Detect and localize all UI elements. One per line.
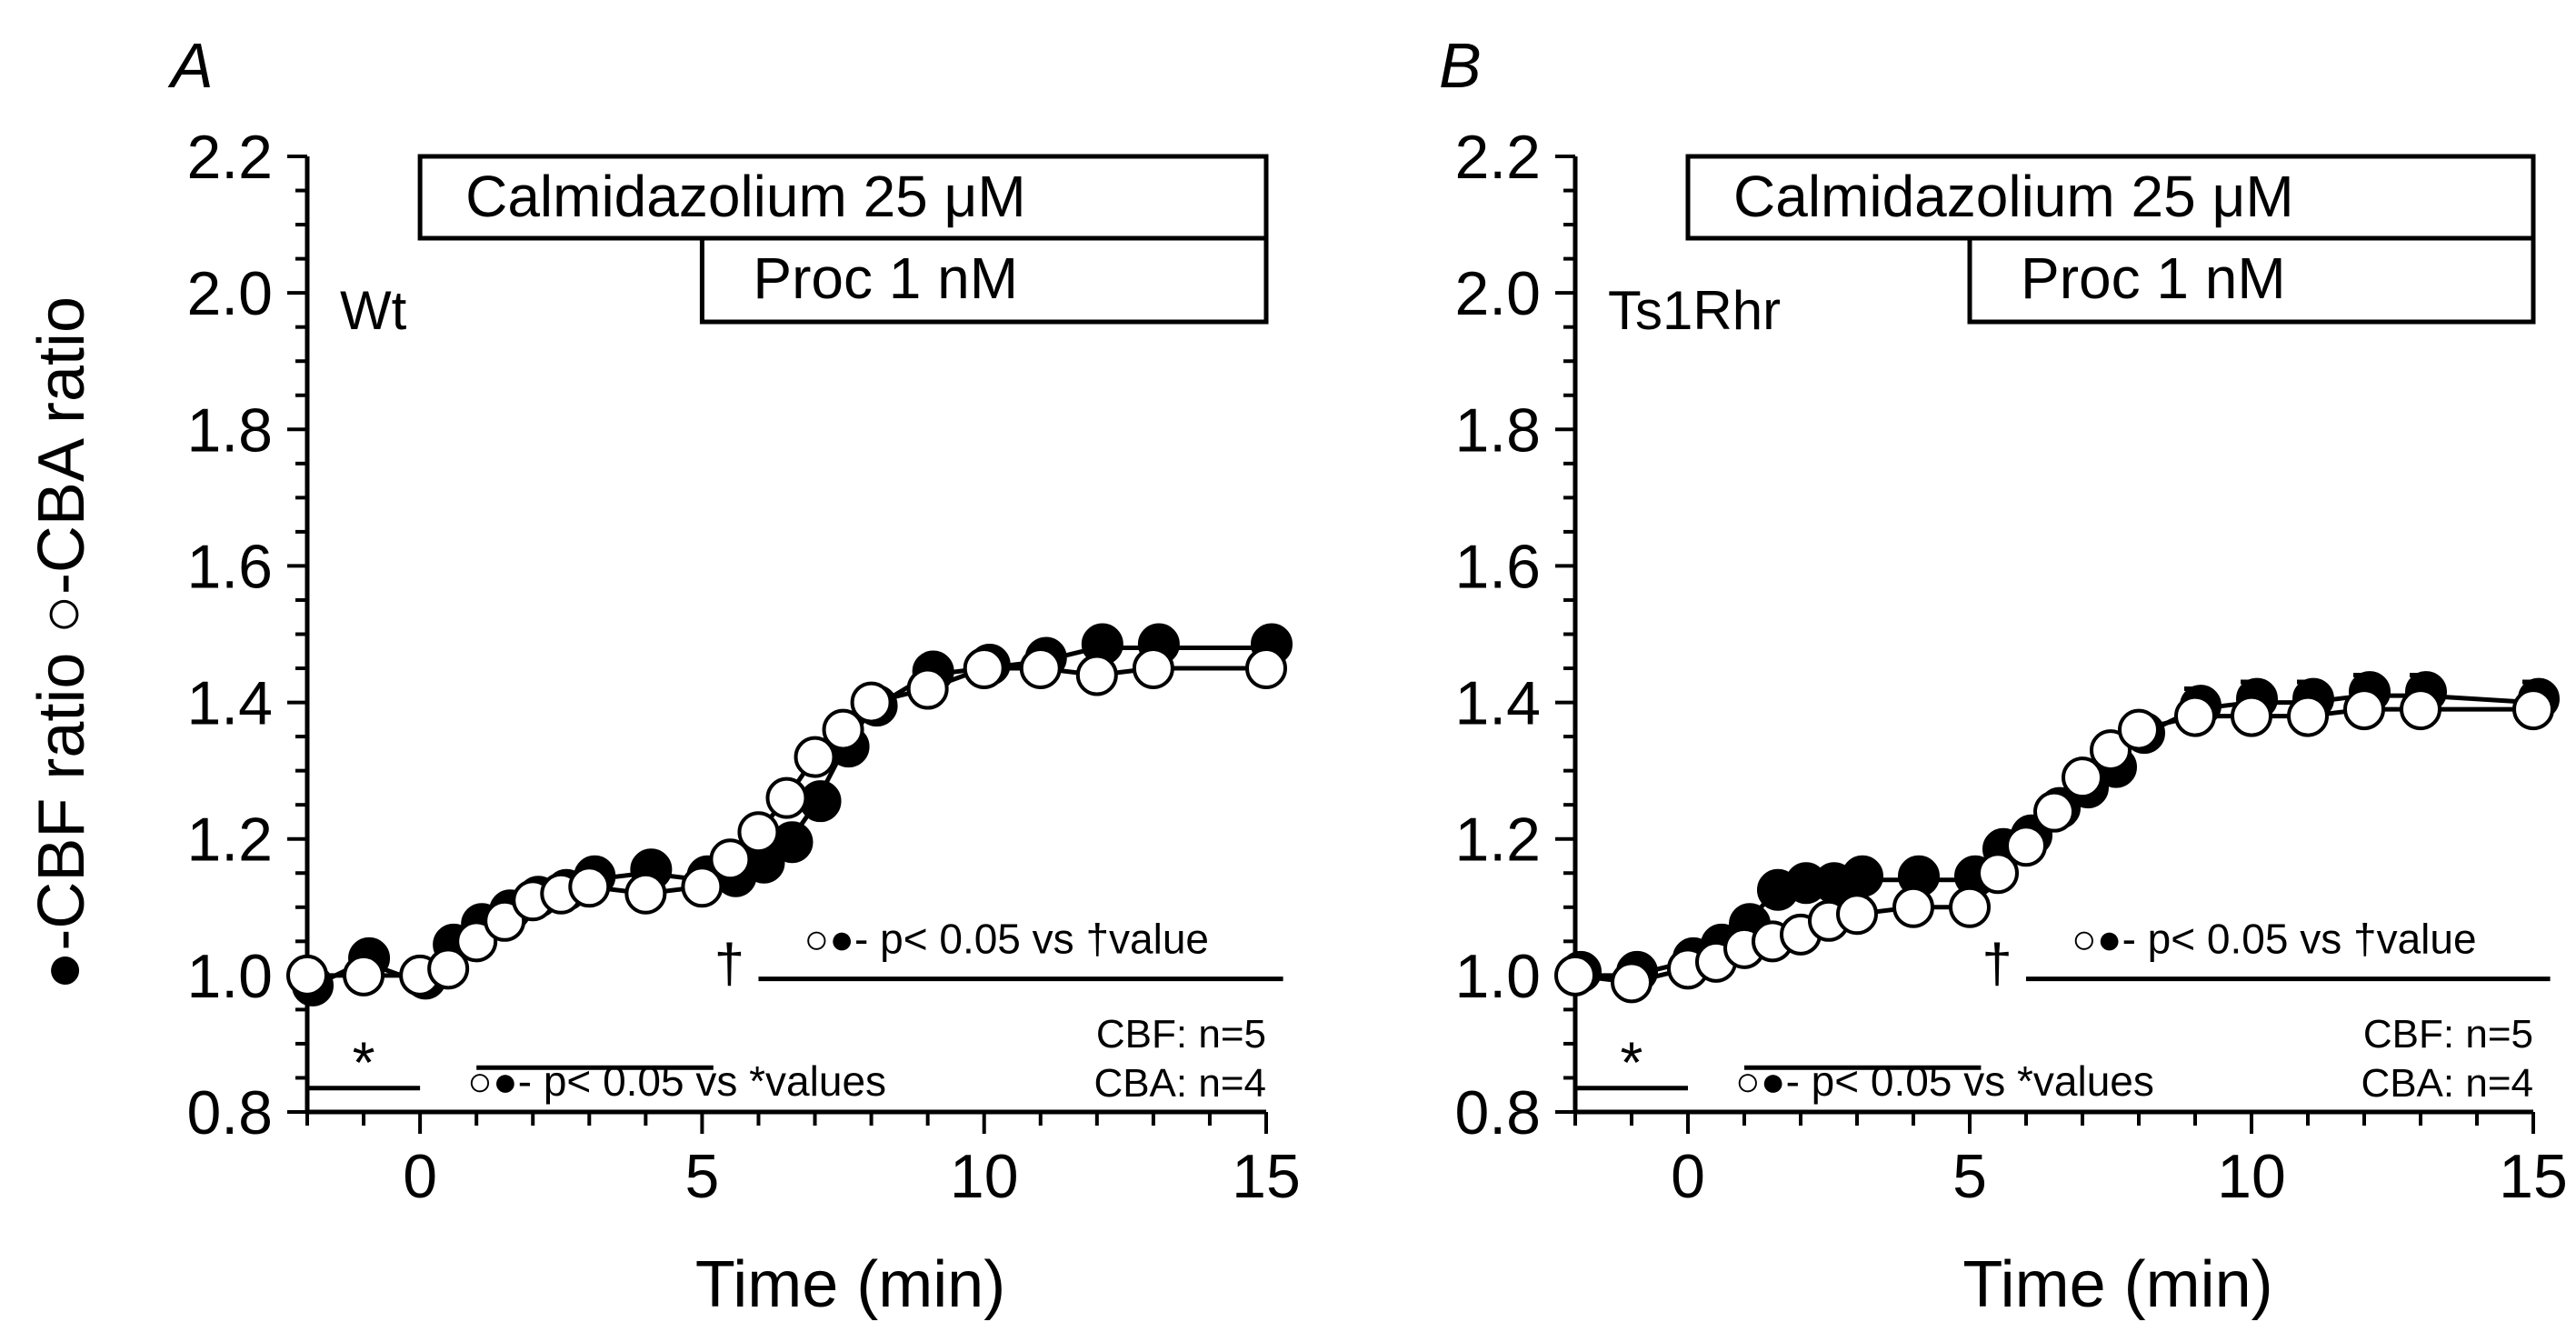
x-tick-label: 5 [1952, 1142, 1987, 1211]
y-tick-label: 1.2 [1454, 806, 1541, 875]
data-point-open [2174, 695, 2216, 737]
data-point-open [1132, 647, 1174, 690]
data-point-open [286, 954, 328, 996]
n-label: CBF: n=5 [2363, 1012, 2533, 1057]
baseline-asterisk: * [1621, 1030, 1643, 1096]
significance-label: ○●- p< 0.05 vs *values [467, 1057, 886, 1105]
data-point-open [484, 899, 526, 942]
x-tick-label: 10 [2217, 1142, 2286, 1211]
y-tick-label: 1.8 [1454, 396, 1541, 465]
series-cba [286, 647, 1287, 996]
y-tick-label: 2.0 [186, 259, 273, 328]
n-label: CBA: n=4 [2361, 1061, 2533, 1106]
baseline-asterisk: * [353, 1030, 375, 1096]
data-point-open [624, 872, 667, 915]
data-point-open [2343, 688, 2385, 731]
data-point-open [822, 708, 864, 751]
data-point-filled [1842, 855, 1883, 897]
significance-label: ○●- p< 0.05 vs *values [1735, 1057, 2154, 1105]
y-tick-label: 0.8 [1454, 1078, 1541, 1147]
data-point-open [1977, 852, 2019, 895]
panel-a: 0.8 1.0 1.2 1.4 1.6 1.8 2.0 2.2 0 5 10 15 Time (min)… [25, 30, 1301, 1321]
y-tick-label: 1.4 [186, 669, 273, 738]
panel-b: 0.8 1.0 1.2 1.4 1.6 1.8 2.0 2.2 0 5 10 15 Time (min)… [1439, 30, 2568, 1321]
data-point-open [2062, 756, 2103, 799]
treatment-box [417, 154, 1269, 241]
treatment-box [699, 235, 1269, 325]
reference-dagger: † [1982, 933, 2012, 994]
y-tick-label: 1.6 [186, 532, 273, 601]
y-tick-label: 1.6 [1454, 532, 1541, 601]
treatment-box [1967, 235, 2536, 325]
data-point-open [568, 866, 611, 908]
y-tick-label: 2.2 [1454, 123, 1541, 192]
reference-dagger: † [714, 933, 744, 994]
x-tick-label: 0 [403, 1142, 437, 1211]
y-tick-label: 1.2 [186, 806, 273, 875]
y-tick-label: 1.0 [186, 942, 273, 1011]
data-point-open [1892, 886, 1934, 928]
n-label: CBF: n=5 [1096, 1012, 1266, 1057]
y-tick-label: 0.8 [186, 1078, 273, 1147]
significance-label: ○●- p< 0.05 vs †value [804, 916, 1209, 963]
n-label: CBA: n=4 [1093, 1061, 1266, 1106]
x-tick-label: 10 [950, 1142, 1019, 1211]
y-tick-label: 1.0 [1454, 942, 1541, 1011]
data-point-open [1554, 954, 1596, 996]
x-axis-title: Time (min) [695, 1248, 1005, 1321]
data-point-open [737, 811, 780, 854]
data-point-open [794, 736, 836, 778]
data-point-open [2512, 688, 2554, 731]
y-axis-title: ●-CBF ratio ○-CBA ratio [25, 296, 98, 990]
panel-letter: A [167, 30, 214, 101]
data-point-open [681, 866, 724, 908]
x-axis-title: Time (min) [1962, 1248, 2272, 1321]
treatment-label: Proc 1 nM [753, 245, 1018, 311]
data-point-open [709, 838, 752, 881]
data-point-open [427, 947, 470, 990]
data-point-open [906, 667, 949, 710]
data-point-open [2400, 688, 2441, 731]
data-point-open [2118, 708, 2160, 751]
data-point-open [1949, 886, 1991, 928]
y-tick-label: 2.0 [1454, 259, 1541, 328]
data-point-open [2231, 695, 2272, 737]
x-tick-label: 15 [1232, 1142, 1301, 1211]
y-tick-label: 2.2 [186, 123, 273, 192]
data-point-open [1075, 654, 1118, 696]
data-point-open [343, 954, 385, 996]
group-label: Ts1Rhr [1608, 280, 1781, 341]
x-tick-label: 15 [2499, 1142, 2568, 1211]
data-point-open [1611, 961, 1652, 1004]
group-label: Wt [340, 280, 407, 341]
data-point-open [2005, 825, 2047, 867]
treatment-label: Proc 1 nM [2021, 245, 2286, 311]
data-point-open [1019, 647, 1062, 690]
x-tick-label: 0 [1671, 1142, 1705, 1211]
data-point-open [850, 681, 893, 724]
data-point-open [1245, 647, 1287, 690]
series-cba [1554, 688, 2554, 1004]
data-point-open [765, 776, 808, 819]
x-tick-label: 5 [684, 1142, 719, 1211]
treatment-label: Calmidazolium 25 μM [465, 164, 1026, 229]
significance-label: ○●- p< 0.05 vs †value [2072, 916, 2477, 963]
data-point-open [2287, 695, 2329, 737]
data-point-open [2033, 790, 2075, 833]
treatment-label: Calmidazolium 25 μM [1733, 164, 2294, 229]
y-tick-label: 1.8 [186, 396, 273, 465]
panel-letter: B [1439, 30, 1482, 101]
data-point-open [2090, 729, 2132, 772]
data-point-open [1836, 893, 1878, 936]
data-point-open [963, 647, 1005, 690]
y-tick-label: 1.4 [1454, 669, 1541, 738]
data-point-open [455, 920, 498, 963]
